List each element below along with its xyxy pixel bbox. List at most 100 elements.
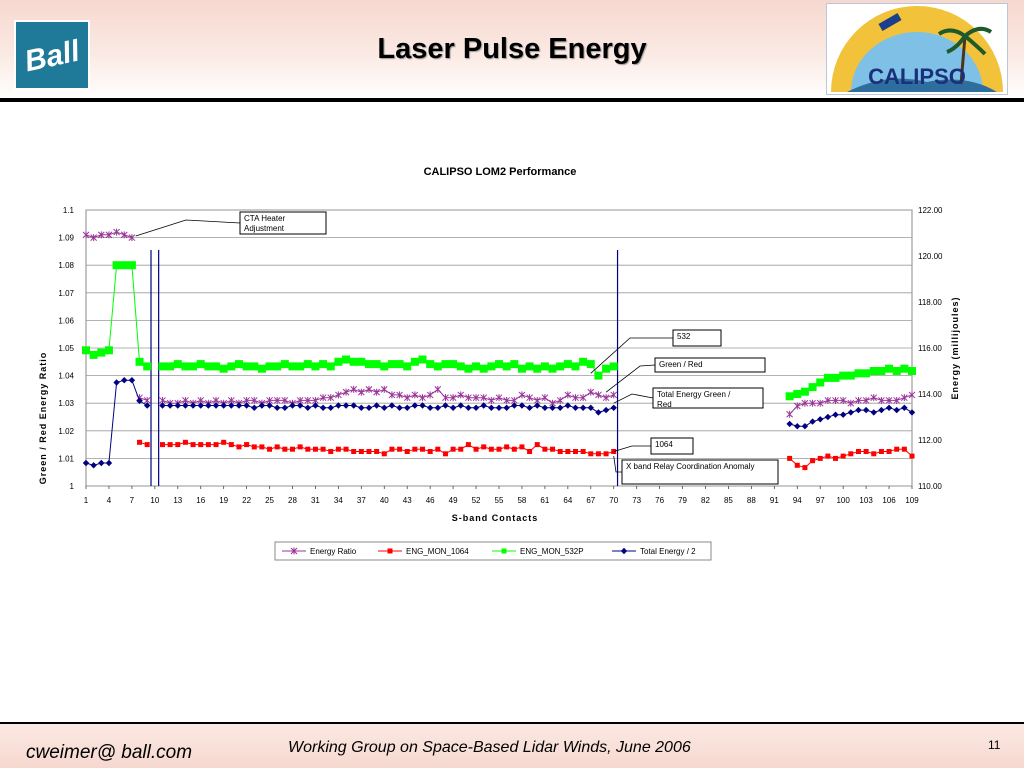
data-point: [128, 377, 136, 384]
data-point: [511, 446, 517, 452]
legend-label: Total Energy / 2: [640, 547, 696, 556]
callout-line: [613, 456, 622, 473]
data-point: [426, 391, 434, 399]
data-point: [342, 402, 350, 409]
data-point: [228, 402, 235, 409]
data-point: [319, 394, 327, 402]
data-point: [266, 402, 273, 409]
x-tick-label: 76: [655, 496, 664, 505]
data-point: [396, 404, 403, 411]
data-point: [244, 442, 250, 448]
data-point: [869, 367, 878, 375]
data-point: [435, 446, 441, 452]
data-point: [387, 360, 396, 369]
data-point: [878, 449, 884, 454]
callout-text: 532: [677, 332, 691, 341]
annotation-callout: 532: [590, 329, 722, 374]
data-point: [501, 548, 507, 554]
x-tick-label: 88: [747, 496, 756, 505]
data-point: [594, 371, 603, 380]
data-point: [885, 396, 893, 404]
data-point: [855, 406, 862, 414]
data-point: [541, 394, 549, 402]
data-point: [349, 357, 358, 366]
x-tick-label: 31: [311, 496, 320, 505]
data-point: [572, 394, 579, 402]
data-point: [404, 449, 410, 454]
data-point: [839, 396, 847, 404]
legend: Energy Ratio ENG_MON_1064 ENG_MON_532P Tota…: [282, 547, 696, 556]
data-point: [909, 453, 915, 459]
data-point: [885, 364, 894, 373]
data-point: [456, 362, 465, 371]
data-point: [610, 391, 618, 399]
x-axis-label: S-band Contacts: [452, 513, 539, 523]
data-point: [893, 406, 900, 414]
data-point: [808, 383, 817, 392]
data-point: [901, 404, 908, 411]
data-point: [449, 360, 458, 369]
callout-box: [672, 329, 722, 347]
left-tick-label: 1.08: [58, 261, 74, 270]
data-point: [282, 446, 288, 452]
data-point: [288, 362, 297, 371]
x-axis-ticks: 1 4 7 10 13 16 19 22 25 28 31 34 37 40 43 46 49 52 55 58 61 6…: [84, 486, 919, 505]
right-tick-label: 110.00: [918, 482, 942, 491]
data-point: [113, 228, 120, 236]
slide-title: Laser Pulse Energy: [377, 33, 647, 65]
data-point: [104, 346, 113, 355]
callout-line: [590, 337, 673, 374]
data-point: [320, 446, 326, 452]
data-point: [112, 261, 121, 270]
data-point: [579, 404, 587, 411]
data-point: [373, 402, 380, 409]
data-point: [473, 446, 479, 452]
x-tick-label: 52: [472, 496, 481, 505]
data-point: [365, 404, 373, 411]
data-point: [372, 360, 381, 369]
data-point: [862, 396, 870, 404]
data-point: [519, 444, 525, 450]
data-point: [419, 402, 426, 409]
data-point: [319, 360, 328, 369]
data-point: [479, 364, 488, 373]
left-tick-label: 1.06: [58, 316, 74, 325]
callout-text: CTA Heater: [244, 214, 286, 223]
data-point: [817, 416, 824, 423]
data-point: [381, 404, 388, 411]
data-point: [411, 402, 419, 409]
data-point: [472, 362, 481, 371]
data-point: [97, 348, 106, 357]
data-point: [481, 444, 487, 450]
data-point: [121, 377, 128, 384]
data-point: [357, 388, 365, 396]
data-point: [541, 404, 549, 411]
data-point: [518, 391, 526, 399]
data-point: [173, 360, 182, 369]
data-point: [572, 404, 579, 411]
callout-line: [613, 393, 654, 404]
data-point: [304, 404, 311, 411]
data-point: [564, 402, 572, 409]
data-point: [380, 362, 389, 371]
data-point: [620, 547, 628, 555]
data-point: [358, 404, 365, 411]
calipso-sky: [851, 32, 983, 92]
data-point: [892, 367, 901, 375]
data-point: [534, 402, 541, 409]
data-point: [166, 362, 175, 371]
legend-label: ENG_MON_1064: [406, 547, 469, 556]
right-tick-label: 112.00: [918, 436, 942, 445]
data-point: [373, 388, 380, 396]
data-point: [410, 357, 419, 366]
data-point: [480, 394, 488, 402]
data-point: [159, 402, 166, 409]
data-point: [335, 402, 342, 409]
data-point: [825, 453, 831, 459]
data-point: [480, 402, 487, 409]
data-point: [900, 364, 909, 373]
legend-item: ENG_MON_1064: [378, 547, 469, 556]
data-point: [449, 394, 457, 402]
data-point: [802, 465, 808, 471]
ball-logo: Ball: [14, 20, 90, 90]
